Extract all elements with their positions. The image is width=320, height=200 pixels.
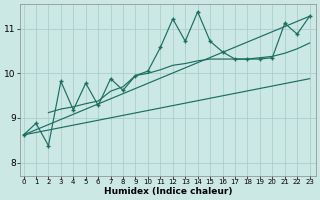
X-axis label: Humidex (Indice chaleur): Humidex (Indice chaleur): [104, 187, 232, 196]
